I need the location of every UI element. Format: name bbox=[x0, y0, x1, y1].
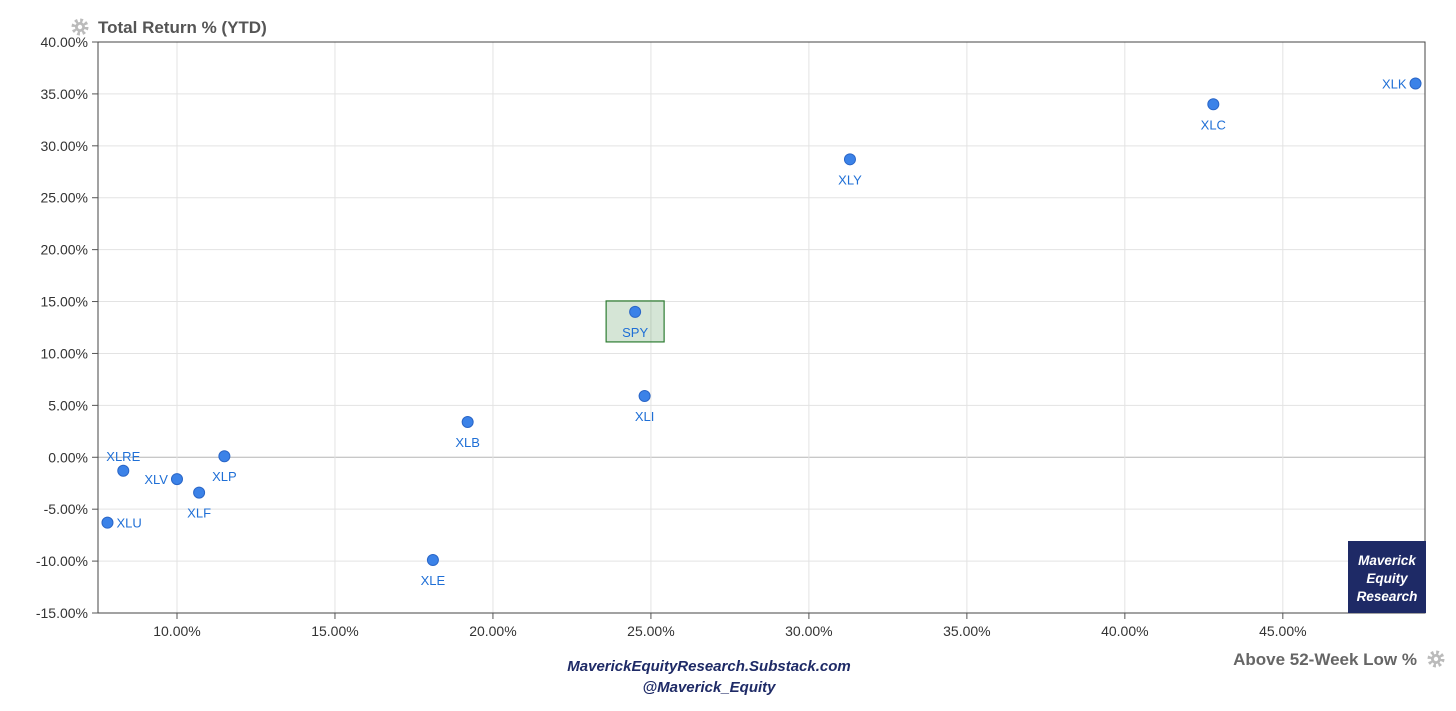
point-label-spy: SPY bbox=[622, 325, 648, 340]
x-tick-label: 35.00% bbox=[943, 623, 990, 639]
point-label-xlre: XLRE bbox=[106, 449, 140, 464]
x-tick-label: 30.00% bbox=[785, 623, 832, 639]
y-tick-label: 15.00% bbox=[41, 294, 88, 310]
xlabel-gear-icon[interactable] bbox=[1427, 650, 1445, 668]
x-axis-ticks: 10.00% 15.00% 20.00% 25.00% 30.00% 35.00% 40.0… bbox=[153, 613, 1307, 639]
y-tick-label: -5.00% bbox=[44, 501, 88, 517]
point-xlv[interactable] bbox=[170, 473, 183, 486]
point-xlre[interactable] bbox=[117, 464, 130, 477]
y-tick-label: 40.00% bbox=[41, 34, 88, 50]
x-tick-label: 20.00% bbox=[469, 623, 516, 639]
x-tick-label: 25.00% bbox=[627, 623, 674, 639]
point-label-xlf: XLF bbox=[187, 506, 211, 521]
spy-highlight-box bbox=[605, 300, 665, 343]
point-xlk[interactable] bbox=[1409, 77, 1422, 90]
point-label-xlp: XLP bbox=[212, 469, 237, 484]
x-tick-label: 10.00% bbox=[153, 623, 200, 639]
point-xlu[interactable] bbox=[101, 516, 114, 529]
point-label-xly: XLY bbox=[838, 172, 862, 187]
y-tick-label: 0.00% bbox=[48, 449, 88, 465]
point-label-xlk: XLK bbox=[1382, 77, 1407, 92]
point-label-xle: XLE bbox=[421, 573, 446, 588]
logo-line-2: Equity bbox=[1366, 571, 1409, 586]
point-xlf[interactable] bbox=[193, 486, 206, 499]
point-label-xli: XLI bbox=[635, 409, 655, 424]
data-points: XLK XLC XLY SPY XLI XLB XLRE XLP XLV XLF XLU XLE bbox=[101, 77, 1422, 588]
maverick-logo: Maverick Equity Research bbox=[1348, 541, 1426, 613]
point-spy[interactable] bbox=[629, 305, 642, 318]
y-tick-label: -15.00% bbox=[36, 605, 88, 621]
point-label-xlu: XLU bbox=[116, 516, 141, 531]
point-xly[interactable] bbox=[843, 153, 856, 166]
title-gear-icon[interactable] bbox=[71, 18, 89, 36]
logo-line-1: Maverick bbox=[1358, 553, 1417, 568]
logo-line-3: Research bbox=[1357, 589, 1418, 604]
y-tick-label: 5.00% bbox=[48, 397, 88, 413]
chart-title: Total Return % (YTD) bbox=[98, 18, 267, 37]
point-xlb[interactable] bbox=[461, 415, 474, 428]
y-tick-label: -10.00% bbox=[36, 553, 88, 569]
plot-area-border bbox=[97, 41, 1426, 614]
footer-url: MaverickEquityResearch.Substack.com bbox=[567, 658, 850, 675]
x-tick-label: 15.00% bbox=[311, 623, 358, 639]
point-xle[interactable] bbox=[426, 554, 439, 567]
y-tick-label: 30.00% bbox=[41, 138, 88, 154]
x-tick-label: 45.00% bbox=[1259, 623, 1306, 639]
point-xlp[interactable] bbox=[218, 450, 231, 463]
point-xli[interactable] bbox=[638, 390, 651, 403]
y-tick-label: 20.00% bbox=[41, 242, 88, 258]
point-label-xlc: XLC bbox=[1201, 117, 1226, 132]
point-label-xlv: XLV bbox=[144, 472, 168, 487]
y-tick-label: 10.00% bbox=[41, 345, 88, 361]
y-axis-ticks: 40.00% 35.00% 30.00% 25.00% 20.00% 15.00% 10.0… bbox=[36, 34, 98, 621]
axes bbox=[97, 41, 1426, 614]
x-tick-label: 40.00% bbox=[1101, 623, 1148, 639]
point-xlc[interactable] bbox=[1207, 98, 1220, 111]
point-label-xlb: XLB bbox=[455, 435, 480, 450]
y-tick-label: 25.00% bbox=[41, 190, 88, 206]
footer-handle: @Maverick_Equity bbox=[642, 679, 776, 696]
x-axis-title: Above 52-Week Low % bbox=[1233, 650, 1417, 669]
y-tick-label: 35.00% bbox=[41, 86, 88, 102]
highlight-layer bbox=[605, 300, 665, 343]
